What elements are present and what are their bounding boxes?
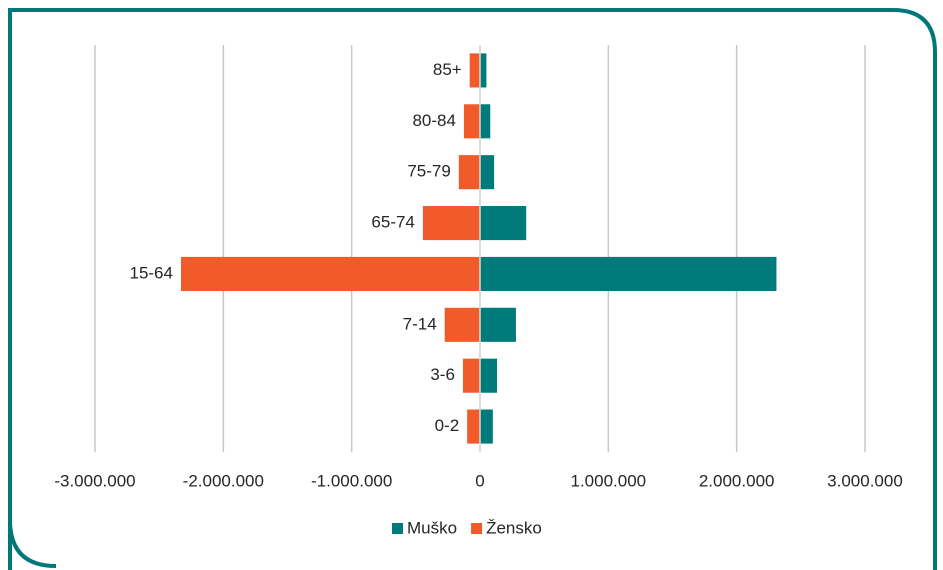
x-tick-label: -2.000.000	[183, 471, 264, 490]
bar	[480, 206, 527, 241]
x-tick-label: 2.000.000	[699, 471, 775, 490]
bar	[480, 256, 777, 291]
bar	[480, 358, 498, 393]
x-tick-label: 3.000.000	[827, 471, 903, 490]
bar	[180, 256, 480, 291]
bar	[462, 358, 480, 393]
x-tick-label: 0	[475, 471, 484, 490]
legend-label: Muško	[407, 518, 457, 537]
x-tick-label: 1.000.000	[571, 471, 647, 490]
legend-swatch	[471, 523, 483, 534]
bar	[480, 307, 516, 342]
frame-corner	[8, 519, 57, 568]
bar	[458, 155, 480, 190]
legend-label: Žensko	[486, 518, 542, 537]
bar	[480, 53, 487, 88]
bar	[467, 409, 480, 444]
bar	[444, 307, 480, 342]
category-label: 3-6	[430, 365, 455, 384]
x-tick-label: -3.000.000	[54, 471, 135, 490]
bar	[422, 206, 480, 241]
bar	[469, 53, 480, 88]
x-tick-label: -1.000.000	[311, 471, 392, 490]
bar	[480, 104, 491, 139]
category-label: 80-84	[412, 111, 455, 130]
bar	[480, 409, 493, 444]
frame	[8, 8, 937, 570]
bar	[480, 155, 495, 190]
category-label: 15-64	[129, 263, 172, 282]
category-label: 7-14	[403, 314, 437, 333]
category-label: 0-2	[435, 416, 460, 435]
legend-swatch	[392, 523, 403, 534]
category-label: 65-74	[371, 213, 414, 232]
category-label: 85+	[433, 60, 462, 79]
category-label: 75-79	[407, 162, 450, 181]
bar	[463, 104, 480, 139]
